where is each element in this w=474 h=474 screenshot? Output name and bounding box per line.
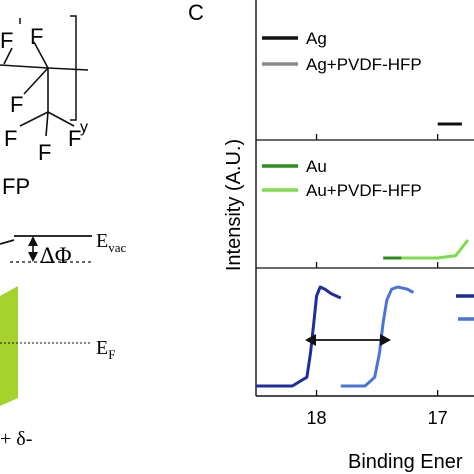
atom-label: F — [4, 126, 17, 151]
arrowhead-right — [380, 334, 391, 346]
legend-label-au-pvdf: Au+PVDF-HFP — [306, 181, 422, 200]
legend-panel-2: Au Au+PVDF-HFP — [262, 157, 422, 200]
x-axis-label: Binding Ener — [348, 451, 463, 473]
series-line-panel3-1 — [256, 285, 342, 388]
series-line-panel2-2 — [401, 239, 470, 260]
series-line-panel3-2 — [340, 285, 415, 388]
molecule-structure: F F F F F F F y FP — [0, 15, 89, 199]
legend-label-au: Au — [306, 157, 327, 176]
atom-label: F — [38, 140, 51, 165]
legend-panel-1: Ag Ag+PVDF-HFP — [262, 29, 422, 74]
panel-label: C — [188, 0, 204, 25]
bond — [45, 111, 49, 137]
bond — [33, 41, 49, 69]
bond — [0, 64, 49, 69]
bond — [19, 111, 49, 127]
fermi-level-label: EF — [96, 337, 115, 362]
atom-label: F — [30, 24, 43, 49]
x-tick-label: 18 — [307, 408, 327, 428]
legend-label-ag: Ag — [306, 29, 327, 48]
x-tick-label: 17 — [428, 408, 448, 428]
series-layer — [256, 122, 470, 388]
repeat-subscript: y — [80, 119, 88, 136]
bond — [47, 67, 89, 71]
dipole-label: + δ- — [0, 428, 32, 450]
atom-label: F — [68, 126, 81, 151]
atom-label: F — [0, 28, 13, 53]
bond — [3, 47, 13, 65]
vacuum-line-left — [0, 239, 15, 245]
y-axis-label: Intensity (A.U.) — [223, 139, 245, 271]
energy-level-diagram: ΔΦ Evac EF + δ- — [0, 230, 126, 450]
work-function-change-label: ΔΦ — [40, 243, 72, 268]
bond — [47, 111, 75, 127]
atom-label: F — [10, 92, 23, 117]
arrowhead-down — [28, 252, 38, 262]
legend-label-ag-pvdf: Ag+PVDF-HFP — [306, 55, 422, 74]
shift-double-arrow — [305, 334, 391, 346]
bond — [23, 67, 49, 95]
arrowhead-up — [28, 236, 38, 246]
polymer-name: FP — [2, 174, 30, 199]
polymer-layer-block — [0, 286, 18, 406]
bracket-right — [70, 15, 77, 121]
arrowhead-left — [305, 334, 316, 346]
x-axis-ticks: 18 17 — [307, 134, 448, 428]
vacuum-level-label: Evac — [96, 230, 126, 255]
